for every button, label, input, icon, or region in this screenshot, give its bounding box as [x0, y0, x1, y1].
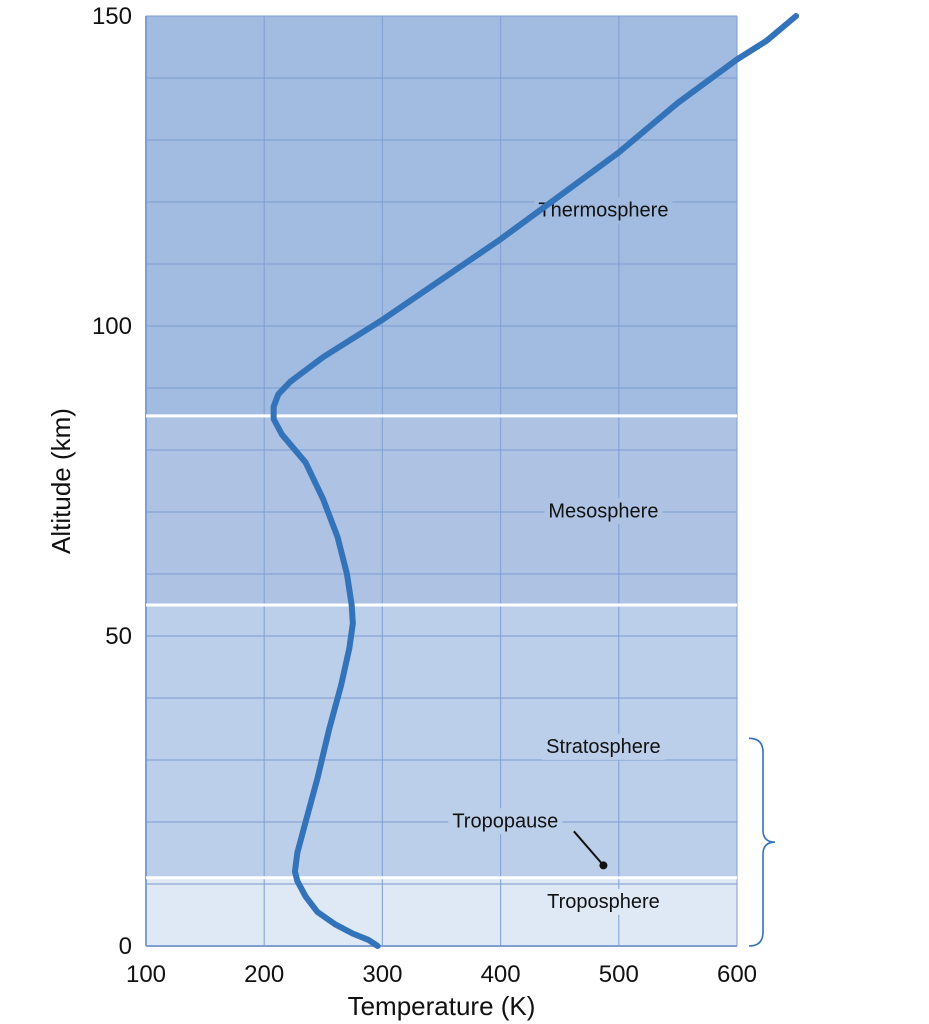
- atmospheric-layer-bands: [146, 16, 737, 946]
- label-backing: [544, 498, 663, 525]
- x-tick-label: 200: [244, 961, 284, 988]
- tropopause-pointer-dot: [599, 861, 608, 870]
- y-axis-title: Altitude (km): [46, 408, 76, 554]
- grid-lines: [145, 15, 738, 947]
- y-tick-label: 100: [92, 313, 132, 340]
- label-backing: [543, 888, 664, 915]
- label-backing: [542, 733, 665, 760]
- label-troposphere: Troposphere: [547, 891, 660, 913]
- label-backing: [534, 197, 673, 224]
- x-tick-label: 100: [126, 961, 166, 988]
- x-tick-label: 500: [599, 961, 639, 988]
- y-tick-label: 50: [105, 623, 132, 650]
- troposphere-stratosphere-brace: [748, 737, 776, 947]
- label-mesosphere: Mesosphere: [548, 500, 658, 522]
- temperature-profile: [270, 13, 800, 949]
- label-backing: [448, 808, 563, 835]
- label-thermosphere: Thermosphere: [538, 200, 668, 222]
- tropopause-pointer-line: [573, 830, 605, 867]
- layer-boundaries: [146, 414, 737, 880]
- x-axis-title: Temperature (K): [348, 991, 536, 1021]
- label-stratosphere: Stratosphere: [546, 736, 661, 758]
- x-tick-label: 400: [481, 961, 521, 988]
- layer-labels: Thermosphere Mesosphere Stratosphere Tro…: [448, 197, 673, 915]
- x-tick-label: 600: [717, 961, 757, 988]
- label-tropopause: Tropopause: [452, 810, 558, 832]
- x-tick-label: 300: [362, 961, 402, 988]
- y-tick-label: 0: [119, 933, 132, 960]
- y-tick-label: 150: [92, 3, 132, 30]
- axis-ticks: 100 200 300 400 500 600 0 50 100 150: [92, 3, 757, 988]
- temperature-profile-line: [270, 13, 800, 949]
